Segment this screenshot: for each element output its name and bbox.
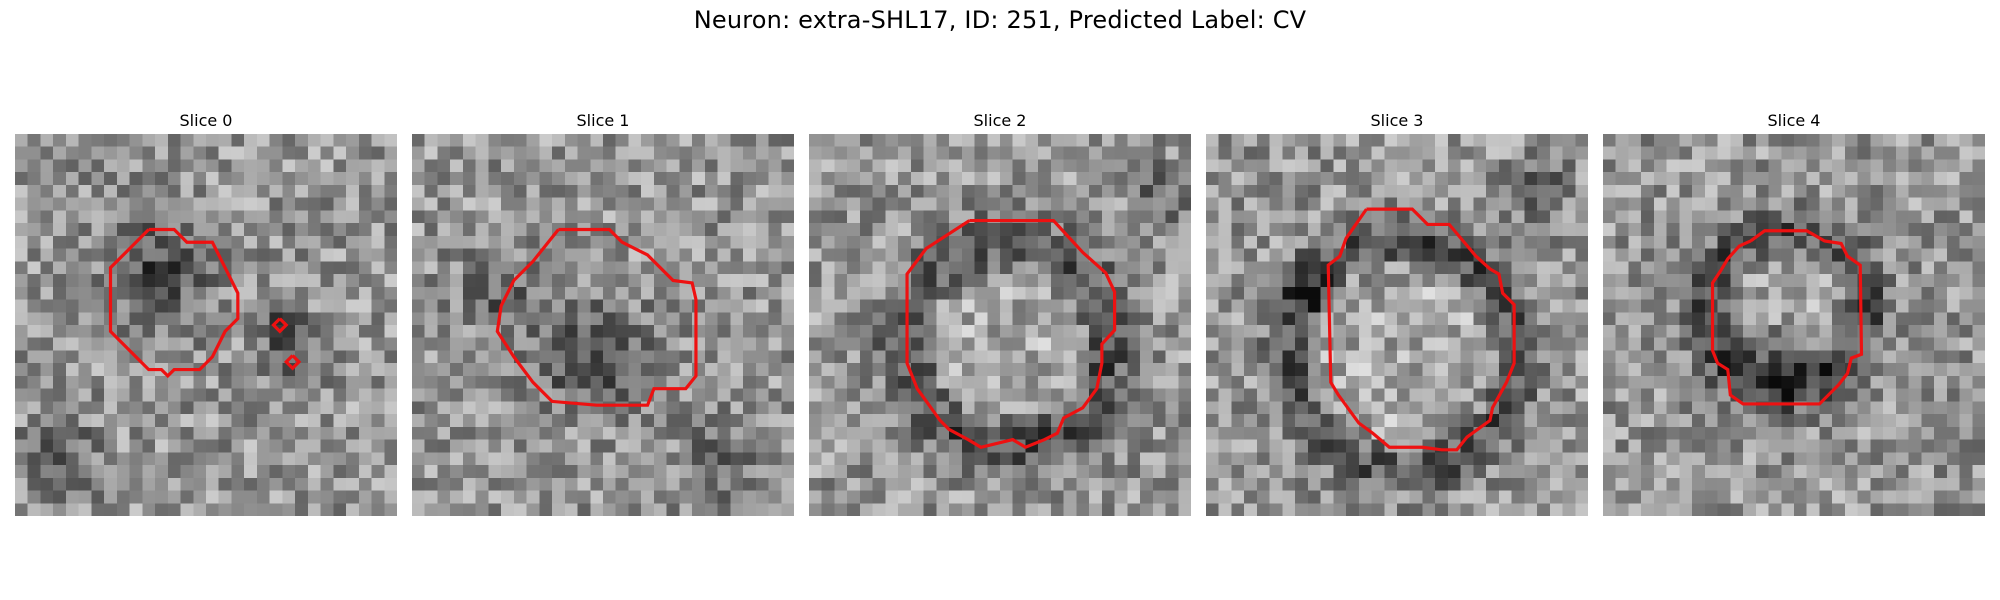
pixel-grid <box>1603 134 1985 516</box>
slice-title: Slice 4 <box>1767 111 1821 130</box>
slice-title: Slice 3 <box>1370 111 1424 130</box>
slice-image-2 <box>809 134 1191 516</box>
figure-title: Neuron: extra-SHL17, ID: 251, Predicted … <box>693 6 1307 34</box>
slice-title: Slice 2 <box>973 111 1027 130</box>
slice-image-3 <box>1206 134 1588 516</box>
pixel-grid <box>809 134 1191 516</box>
slice-panel-0: Slice 0 <box>15 110 397 516</box>
slice-panel-4: Slice 4 <box>1603 110 1985 516</box>
slice-panel-2: Slice 2 <box>809 110 1191 516</box>
contour <box>1710 229 1864 406</box>
slice-title: Slice 0 <box>179 111 233 130</box>
pixel-grid <box>1206 134 1588 516</box>
slice-panel-3: Slice 3 <box>1206 110 1588 516</box>
contour <box>1326 207 1516 452</box>
slice-panel-1: Slice 1 <box>412 110 794 516</box>
slice-image-1 <box>412 134 794 516</box>
slice-title: Slice 1 <box>576 111 630 130</box>
pixel-grid <box>412 134 794 516</box>
contour <box>495 227 698 407</box>
contour <box>905 218 1117 450</box>
slice-image-0 <box>15 134 397 516</box>
contour <box>108 227 302 379</box>
pixel-grid <box>15 134 397 516</box>
slice-image-4 <box>1603 134 1985 516</box>
